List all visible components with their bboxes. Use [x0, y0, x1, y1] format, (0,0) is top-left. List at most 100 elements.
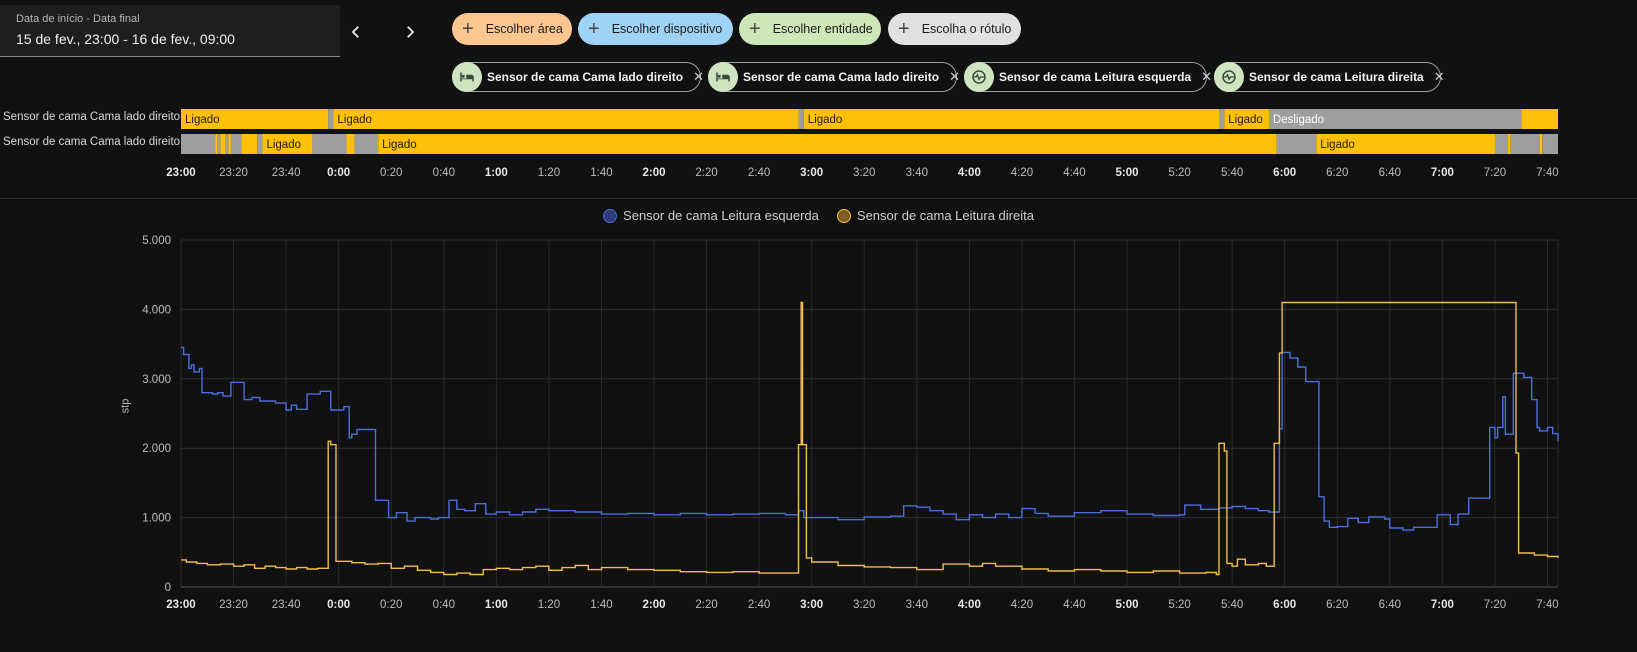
x-tick-label: 2:00	[642, 599, 665, 611]
y-tick-label: 2.000	[142, 443, 171, 455]
timeline-segment[interactable]	[1508, 134, 1511, 154]
timeline-segment[interactable]	[1224, 109, 1269, 129]
x-tick-label: 4:20	[1011, 167, 1033, 179]
x-tick-label: 23:20	[219, 599, 248, 611]
previous-range-button[interactable]	[341, 17, 371, 47]
choose-area-button[interactable]: + Escolher área	[452, 13, 572, 45]
timeline-segment-label: Ligado	[808, 114, 843, 126]
x-tick-label: 23:20	[219, 167, 248, 179]
legend-item[interactable]: Sensor de cama Leitura esquerda	[603, 208, 819, 223]
legend-item[interactable]: Sensor de cama Leitura direita	[836, 208, 1034, 223]
timeline-segment[interactable]	[262, 134, 313, 154]
x-tick-label: 2:40	[748, 167, 770, 179]
x-tick-label: 3:40	[906, 599, 928, 611]
timeline-segment[interactable]	[312, 134, 347, 154]
choose-label-button[interactable]: + Escolha o rótulo	[888, 13, 1021, 45]
timeline-segment[interactable]	[228, 134, 231, 154]
x-tick-label: 5:20	[1168, 599, 1190, 611]
x-tick-label: 1:00	[485, 599, 508, 611]
entity-chip-label: Sensor de cama Cama lado direito	[743, 70, 940, 84]
timeline-segment[interactable]	[1219, 109, 1225, 129]
plus-icon: +	[749, 18, 761, 40]
y-tick-label: 0	[165, 582, 171, 594]
x-tick-label: 23:40	[272, 167, 301, 179]
timeline-segment[interactable]	[378, 134, 1277, 154]
timeline-segment[interactable]	[215, 134, 218, 154]
x-tick-label: 2:20	[695, 599, 717, 611]
x-tick-label: 0:20	[380, 167, 402, 179]
next-range-button[interactable]	[395, 17, 425, 47]
timeline-segment[interactable]	[803, 109, 1220, 129]
x-tick-label: 1:20	[538, 167, 560, 179]
timeline-segment[interactable]	[1494, 134, 1509, 154]
timeline-segment-label: Desligado	[1273, 114, 1324, 126]
timeline-segment-label: Ligado	[1320, 139, 1355, 151]
timeline-segment[interactable]	[1276, 134, 1317, 154]
x-tick-label: 3:40	[906, 167, 928, 179]
legend-swatch	[603, 208, 618, 223]
x-tick-label: 6:20	[1326, 599, 1348, 611]
entity-chip[interactable]: Sensor de cama Cama lado direito ✕	[452, 62, 704, 92]
choose-entity-button[interactable]: + Escolher entidade	[739, 13, 881, 45]
x-tick-label: 0:40	[433, 167, 455, 179]
x-tick-label: 1:20	[538, 599, 560, 611]
x-tick-label: 0:00	[327, 599, 350, 611]
entity-chip-label: Sensor de cama Leitura esquerda	[999, 70, 1192, 84]
timeline-segment[interactable]	[1539, 134, 1543, 154]
timeline-segment[interactable]	[1521, 109, 1558, 129]
x-tick-label: 23:00	[166, 167, 195, 179]
x-tick-label: 6:40	[1379, 599, 1401, 611]
x-tick-label: 5:40	[1221, 167, 1243, 179]
timeline-segment[interactable]	[230, 134, 242, 154]
timeline-segment[interactable]	[354, 134, 379, 154]
close-icon[interactable]: ✕	[949, 69, 960, 84]
date-range-label: Data de início - Data final	[16, 13, 140, 25]
x-tick-label: 4:00	[958, 599, 981, 611]
close-icon[interactable]: ✕	[1433, 69, 1445, 84]
timeline-segment[interactable]	[225, 134, 229, 154]
y-tick-label: 3.000	[142, 374, 171, 386]
x-tick-label: 7:20	[1484, 599, 1506, 611]
timeline-segment[interactable]	[346, 134, 355, 154]
timeline-segment[interactable]	[328, 109, 334, 129]
bed-icon	[452, 62, 482, 92]
timeline-segment[interactable]	[1316, 134, 1495, 154]
timeline-chart: Ligado Ligado Ligado Ligado Desligado Ligado L…	[166, 109, 1559, 179]
timeline-segment[interactable]	[181, 109, 329, 129]
close-icon[interactable]: ✕	[693, 69, 704, 84]
x-tick-label: 6:20	[1326, 167, 1348, 179]
x-tick-label: 5:00	[1116, 599, 1139, 611]
timeline-segment-label: Ligado	[337, 114, 372, 126]
timeline-segment[interactable]	[333, 109, 799, 129]
timeline-segment[interactable]	[241, 134, 258, 154]
x-tick-label: 6:40	[1379, 167, 1401, 179]
timeline-segment[interactable]	[1542, 134, 1558, 154]
choose-device-button[interactable]: + Escolher dispositivo	[578, 13, 733, 45]
entity-chip[interactable]: Sensor de cama Cama lado direito ✕	[708, 62, 960, 92]
timeline-segment[interactable]	[220, 134, 226, 154]
timeline-segment[interactable]	[257, 134, 263, 154]
date-range-picker[interactable]: Data de início - Data final 15 de fev., …	[0, 5, 340, 57]
x-tick-label: 7:00	[1431, 167, 1454, 179]
entity-chip-label: Sensor de cama Cama lado direito	[487, 70, 684, 84]
x-tick-label: 4:40	[1063, 599, 1085, 611]
x-tick-label: 0:20	[380, 599, 402, 611]
entity-chip[interactable]: Sensor de cama Leitura direita ✕	[1214, 62, 1445, 92]
plus-icon: +	[588, 18, 600, 40]
timeline-segment[interactable]	[217, 134, 221, 154]
timeline-segment[interactable]	[181, 134, 216, 154]
x-tick-label: 7:40	[1536, 599, 1558, 611]
gauge-icon	[964, 62, 994, 92]
x-tick-label: 3:20	[853, 167, 875, 179]
plus-icon: +	[462, 18, 474, 40]
close-icon[interactable]: ✕	[1201, 69, 1212, 84]
timeline-segment[interactable]	[1268, 109, 1522, 129]
timeline-segment-label: Ligado	[185, 114, 220, 126]
x-tick-label: 3:00	[800, 599, 823, 611]
entity-chip[interactable]: Sensor de cama Leitura esquerda ✕	[964, 62, 1212, 92]
y-tick-label: 1.000	[142, 513, 171, 525]
timeline-segment[interactable]	[798, 109, 804, 129]
x-tick-label: 7:00	[1431, 599, 1454, 611]
timeline-segment[interactable]	[1510, 134, 1540, 154]
timeline-segment-label: Ligado	[382, 139, 417, 151]
